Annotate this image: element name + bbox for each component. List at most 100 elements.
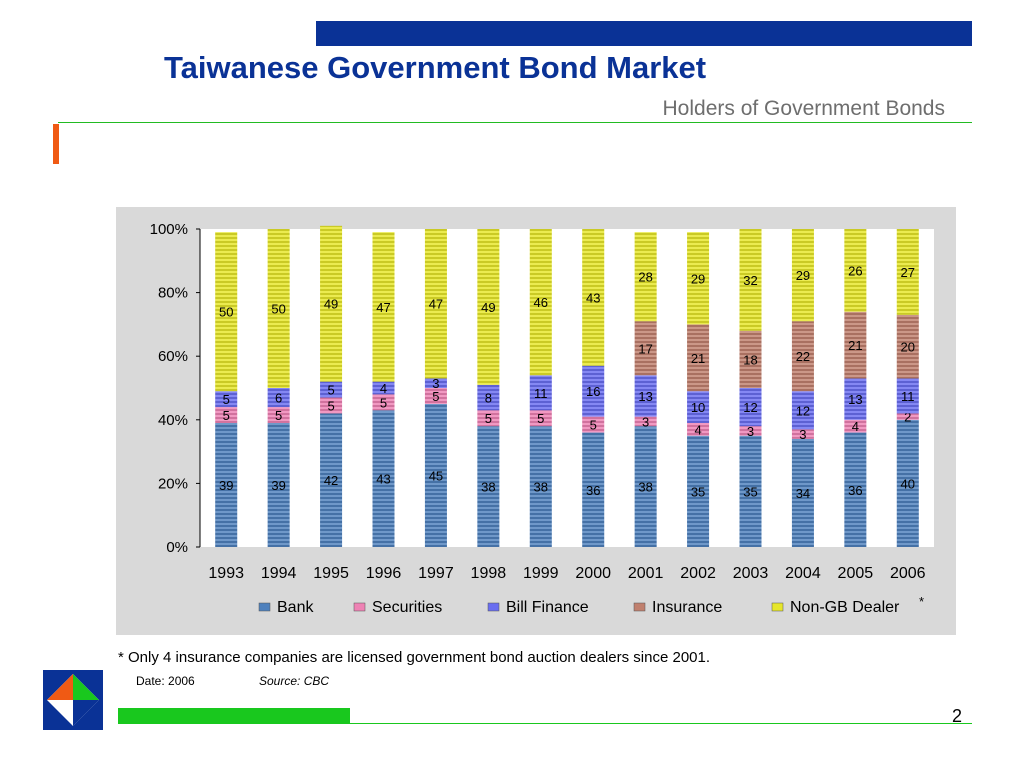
bar-segment-texture [267, 388, 290, 408]
x-tick-label: 1997 [418, 565, 454, 582]
x-tick-label: 1994 [261, 565, 297, 582]
data-label: 5 [327, 383, 334, 398]
y-tick-label: 40% [158, 412, 188, 429]
legend-swatch [353, 602, 366, 612]
bar-segment-texture [320, 225, 343, 382]
x-tick-label: 1998 [471, 565, 507, 582]
data-label: 29 [691, 271, 705, 286]
data-label: 5 [223, 408, 230, 423]
bar-segment-texture [215, 232, 238, 392]
bar-segment-texture [896, 314, 919, 379]
bar-segment-texture [372, 232, 395, 382]
x-tick-label: 2001 [628, 565, 664, 582]
legend-entry: Bill Finance [506, 599, 589, 616]
bar-segment-texture [634, 321, 657, 376]
legend-entry: Securities [372, 599, 442, 616]
data-label: 38 [534, 480, 548, 495]
data-label: 12 [796, 403, 810, 418]
x-tick-label: 1999 [523, 565, 559, 582]
data-label: 5 [380, 395, 387, 410]
source-note: Source: CBC [259, 674, 330, 688]
legend-swatch [771, 602, 784, 612]
title-divider [58, 122, 972, 123]
chart-panel: 0% 20% 40% 60% 80% 100% 39 5 5 50 1993 39 5 6 50 1994 42… [116, 207, 956, 635]
data-label: 35 [691, 484, 705, 499]
bar-segment-texture [582, 416, 605, 433]
data-label: 4 [852, 419, 859, 434]
legend-asterisk: * [919, 594, 924, 609]
data-label: 20 [901, 340, 915, 355]
bar-segment-texture [215, 407, 238, 423]
data-label: 38 [481, 480, 495, 495]
data-label: 18 [743, 352, 757, 367]
data-label: 13 [638, 389, 652, 404]
data-label: 34 [796, 486, 810, 501]
bar-segment-texture [215, 391, 238, 408]
footer-green-bar [118, 708, 350, 724]
data-label: 5 [537, 411, 544, 426]
data-label: 32 [743, 273, 757, 288]
data-label: 10 [691, 400, 705, 415]
bar-segment-texture [424, 403, 447, 547]
data-label: 11 [534, 386, 548, 401]
y-tick-label: 20% [158, 475, 188, 492]
data-label: 26 [848, 263, 862, 278]
footer-rule [118, 723, 972, 724]
bar-segment-texture [320, 397, 343, 414]
date-note: Date: 2006 [136, 674, 195, 688]
data-label: 17 [638, 341, 652, 356]
legend-entry: Non-GB Dealer [790, 599, 900, 616]
data-label: 38 [638, 480, 652, 495]
bar-segment-texture [320, 381, 343, 398]
data-label: 3 [747, 424, 754, 439]
bar-segment-texture [791, 438, 814, 547]
bar-segment-texture [896, 419, 919, 547]
bar-segment-texture [215, 422, 238, 547]
bar-segment-texture [687, 391, 710, 423]
data-label: 5 [590, 418, 597, 433]
bar-segment-texture [372, 410, 395, 547]
bar-segment-texture [320, 413, 343, 547]
bar-segment-texture [634, 416, 657, 427]
data-label: 5 [275, 408, 282, 423]
x-tick-label: 2002 [680, 565, 716, 582]
data-label: 43 [376, 472, 390, 487]
bar-segment-texture [477, 426, 500, 547]
bar-segment-texture [844, 419, 867, 433]
bar-segment-texture [791, 391, 814, 430]
data-label: 5 [485, 411, 492, 426]
bar-segment-texture [687, 422, 710, 436]
data-label: 3 [642, 414, 649, 429]
bar-segment-texture [529, 426, 552, 547]
bar-segment-texture [529, 410, 552, 427]
x-tick-label: 1995 [313, 565, 349, 582]
page-subtitle: Holders of Government Bonds [662, 97, 945, 120]
data-label: 27 [901, 265, 915, 280]
data-label: 36 [586, 483, 600, 498]
data-label: 5 [223, 392, 230, 407]
bar-segment-texture [896, 229, 919, 315]
x-tick-label: 1993 [208, 565, 244, 582]
bar-segment-texture [582, 229, 605, 366]
data-label: 50 [271, 302, 285, 317]
stacked-bar-chart: 0%20%40%60%80%100%3955501993395650199442… [150, 221, 934, 616]
data-label: 5 [432, 389, 439, 404]
x-tick-label: 2003 [733, 565, 769, 582]
data-label: 4 [694, 422, 701, 437]
data-label: 22 [796, 349, 810, 364]
x-tick-label: 2004 [785, 565, 821, 582]
legend-entry: Insurance [652, 599, 722, 616]
bar-segment-texture [267, 407, 290, 423]
bar-segment-texture [791, 229, 814, 322]
bar-segment-texture [739, 426, 762, 436]
bar-segment-texture [372, 381, 395, 395]
bar-segment-texture [634, 375, 657, 417]
bar-segment-texture [477, 384, 500, 411]
data-label: 13 [848, 392, 862, 407]
bar-segment-texture [634, 426, 657, 547]
y-tick-label: 0% [166, 539, 188, 556]
bar-segment-texture [424, 378, 447, 388]
data-label: 29 [796, 268, 810, 283]
bar-segment-texture [424, 388, 447, 404]
bar-segment-texture [739, 388, 762, 427]
